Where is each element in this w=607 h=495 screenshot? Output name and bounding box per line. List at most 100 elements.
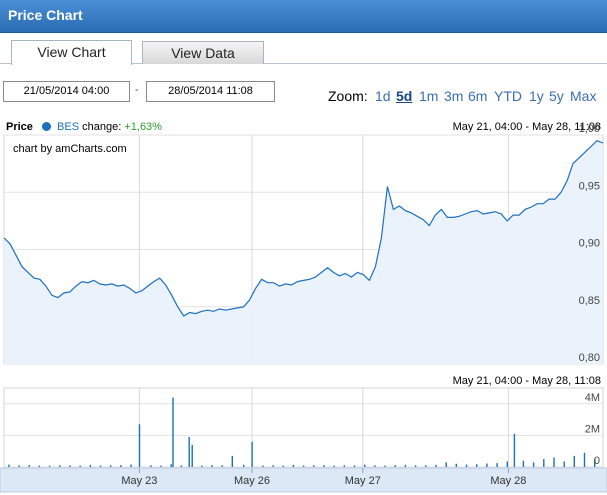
- volume-ytick-label: 0: [594, 455, 600, 467]
- tab-view-chart[interactable]: View Chart: [11, 40, 132, 65]
- volume-bar: [384, 465, 386, 467]
- volume-bar: [455, 463, 457, 467]
- volume-bar: [323, 465, 325, 467]
- volume-bar: [594, 459, 596, 467]
- zoom-5d-button[interactable]: 5d: [396, 88, 413, 104]
- volume-bar: [445, 462, 447, 467]
- volume-bar: [486, 463, 488, 467]
- volume-bar: [48, 465, 51, 467]
- volume-bar: [69, 465, 71, 467]
- price-ytick-label: 0,90: [579, 238, 600, 250]
- volume-bar: [231, 455, 233, 467]
- volume-bar: [553, 457, 555, 467]
- volume-bar: [110, 465, 112, 467]
- volume-bar: [243, 464, 245, 467]
- volume-bar: [89, 464, 92, 467]
- zoom-6m-button[interactable]: 6m: [468, 88, 488, 104]
- volume-bar: [251, 441, 253, 467]
- tab-bar: View Chart View Data: [0, 33, 607, 65]
- volume-ytick-label: 2M: [585, 423, 600, 435]
- volume-bar: [583, 452, 586, 467]
- volume-bar: [99, 465, 102, 467]
- volume-bar: [404, 464, 407, 467]
- legend-change-value: +1,63%: [124, 121, 162, 133]
- page-title: Price Chart: [8, 7, 83, 23]
- volume-bar: [573, 455, 575, 467]
- volume-bar: [59, 465, 61, 467]
- x-tick-label: May 26: [234, 475, 270, 487]
- volume-bar: [476, 464, 478, 467]
- chart-credit: chart by amCharts.com: [13, 143, 127, 155]
- volume-bar: [435, 464, 437, 467]
- volume-bar: [211, 465, 213, 467]
- zoom-1m-button[interactable]: 1m: [419, 88, 439, 104]
- volume-bar: [353, 465, 356, 467]
- volume-bar: [221, 465, 223, 467]
- volume-bar: [38, 465, 41, 467]
- x-tick-label: May 23: [121, 475, 157, 487]
- volume-bar: [364, 464, 366, 467]
- volume-bar: [188, 437, 190, 467]
- volume-bar: [425, 465, 427, 467]
- app-header: Price Chart: [0, 0, 607, 33]
- price-plot-area: [3, 134, 604, 365]
- price-ytick-label: 0,85: [579, 295, 600, 307]
- volume-bar: [8, 464, 10, 467]
- volume-bar: [563, 461, 565, 467]
- volume-range-label: May 21, 04:00 - May 28, 11:08: [452, 375, 601, 387]
- volume-bar: [170, 464, 172, 467]
- x-tick-label: May 27: [345, 475, 381, 487]
- date-separator: -: [135, 84, 139, 96]
- price-range-label: May 21, 04:00 - May 28, 11:08: [452, 121, 601, 133]
- volume-bar: [160, 465, 162, 467]
- x-tick-label: May 28: [490, 475, 526, 487]
- volume-bar: [292, 464, 295, 467]
- volume-bar: [313, 465, 315, 467]
- legend-change-label: change:: [82, 121, 122, 133]
- volume-bar: [138, 424, 141, 467]
- volume-bar: [150, 465, 152, 467]
- volume-bar: [262, 465, 264, 467]
- volume-bar: [333, 465, 335, 467]
- volume-bar: [302, 465, 305, 467]
- volume-bar: [414, 465, 417, 467]
- volume-bar: [374, 465, 376, 467]
- volume-bar: [79, 465, 81, 467]
- chart-legend: Price BES change: +1,63%: [6, 121, 162, 133]
- zoom-3m-button[interactable]: 3m: [444, 88, 464, 104]
- volume-bar: [394, 465, 396, 467]
- tab-view-data[interactable]: View Data: [142, 41, 264, 64]
- zoom-1d-button[interactable]: 1d: [375, 88, 391, 104]
- price-line: [3, 140, 604, 317]
- volume-bar: [282, 465, 284, 467]
- price-ytick-label: 0,95: [579, 180, 600, 192]
- price-area-fill: [4, 140, 603, 364]
- volume-bar: [506, 461, 508, 467]
- date-from-input[interactable]: 21/05/2014 04:00: [3, 81, 130, 102]
- volume-bar: [532, 462, 535, 467]
- zoom-label: Zoom:: [328, 88, 368, 104]
- zoom-max-button[interactable]: Max: [570, 88, 597, 104]
- volume-bar: [28, 465, 30, 467]
- zoom-5y-button[interactable]: 5y: [549, 88, 564, 104]
- volume-bar: [191, 444, 193, 467]
- volume-plot-area: [3, 387, 604, 468]
- legend-series-name[interactable]: BES: [57, 121, 80, 133]
- volume-bar: [180, 465, 183, 467]
- volume-bar: [465, 464, 468, 467]
- volume-bar: [543, 459, 545, 467]
- date-to-input[interactable]: 28/05/2014 11:08: [146, 81, 275, 102]
- volume-bar: [513, 433, 516, 467]
- volume-bar: [201, 465, 203, 467]
- volume-bar: [120, 465, 122, 467]
- volume-bar: [522, 460, 525, 467]
- zoom-ytd-button[interactable]: YTD: [494, 88, 522, 104]
- volume-bar: [496, 463, 498, 467]
- volume-bar: [272, 465, 274, 467]
- zoom-1y-button[interactable]: 1y: [529, 88, 544, 104]
- volume-bar: [18, 465, 20, 467]
- volume-bar: [172, 397, 174, 467]
- legend-marker-icon: [41, 122, 51, 131]
- price-ytick-label: 0,80: [579, 352, 600, 364]
